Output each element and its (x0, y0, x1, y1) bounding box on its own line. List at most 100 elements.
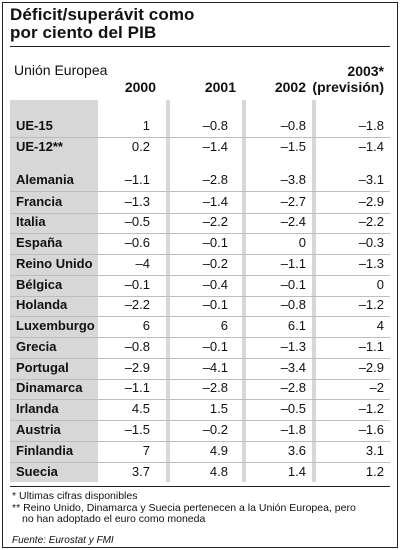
table-cell: 0 (298, 235, 306, 250)
table-cell: –0.3 (358, 235, 384, 250)
table-cell: –3.8 (280, 172, 306, 187)
table-cell: –0.4 (202, 277, 228, 292)
row-separator (10, 420, 390, 421)
table-cell: 3.1 (365, 443, 384, 458)
chart-title: Déficit/superávit como por ciento del PI… (10, 6, 195, 42)
table-cell: –1.8 (358, 118, 384, 133)
column-2002-bg (246, 100, 312, 482)
row-separator (10, 254, 390, 255)
row-separator (10, 441, 390, 442)
table-cell: 3.6 (287, 443, 306, 458)
table-cell: –0.8 (202, 118, 228, 133)
table-cell: –0.5 (124, 214, 150, 229)
table-cell: –0.1 (280, 277, 306, 292)
table-cell: –1.3 (280, 339, 306, 354)
table-cell: –0.2 (202, 422, 228, 437)
row-label: España (16, 235, 63, 250)
table-cell: 0.2 (131, 139, 150, 154)
row-separator (10, 296, 390, 297)
column-2000-bg (98, 100, 166, 482)
table-cell: –1.6 (358, 422, 384, 437)
table-cell: 6 (142, 318, 150, 333)
row-label: Austria (16, 422, 61, 437)
bottom-rule (10, 486, 390, 487)
table-cell: –1.4 (202, 194, 228, 209)
row-separator (10, 316, 390, 317)
row-label: Francia (16, 194, 63, 209)
table-cell: –1.8 (280, 422, 306, 437)
table-cell: –1.3 (124, 194, 150, 209)
row-label: Bélgica (16, 277, 63, 292)
table-cell: –3.4 (280, 360, 306, 375)
table-cell: –2.2 (202, 214, 228, 229)
column-2003-bg (316, 100, 390, 482)
table-cell: –0.1 (202, 297, 228, 312)
table-cell: –1.1 (280, 256, 306, 271)
table-cell: 1 (142, 118, 150, 133)
row-label: UE-12** (16, 139, 63, 154)
table-cell: –2.2 (124, 297, 150, 312)
table-cell: –1.5 (280, 139, 306, 154)
table-cell: –1.5 (124, 422, 150, 437)
table-cell: –4.1 (202, 360, 228, 375)
table-cell: 3.7 (131, 464, 150, 479)
table-cell: –4 (135, 256, 150, 271)
row-label: Alemania (16, 172, 74, 187)
data-table (10, 100, 390, 482)
row-separator (10, 462, 390, 463)
row-label: Italia (16, 214, 46, 229)
table-cell: –0.5 (280, 401, 306, 416)
table-cell: –2.9 (358, 360, 384, 375)
table-cell: –2.8 (202, 380, 228, 395)
table-cell: –1.1 (124, 380, 150, 395)
row-label: Luxemburgo (16, 318, 95, 333)
table-cell: 1.5 (209, 401, 228, 416)
table-cell: 6.1 (287, 318, 306, 333)
table-cell: 6 (220, 318, 228, 333)
header-prevision: (previsión) (312, 79, 384, 95)
table-cell: –1.1 (358, 339, 384, 354)
table-cell: –2.9 (358, 194, 384, 209)
table-cell: 1.4 (287, 464, 306, 479)
table-cell: –0.2 (202, 256, 228, 271)
row-separator (10, 137, 390, 138)
row-label: Reino Unido (16, 256, 93, 271)
row-separator (10, 358, 390, 359)
header-2003: 2003* (347, 63, 384, 79)
header-2002: 2002 (274, 79, 306, 95)
table-cell: 1.2 (365, 464, 384, 479)
row-label: Holanda (16, 297, 68, 312)
table-cell: –2.8 (202, 172, 228, 187)
table-cell: –0.8 (124, 339, 150, 354)
table-cell: –0.8 (280, 297, 306, 312)
table-cell: 7 (142, 443, 150, 458)
title-line-1: Déficit/superávit como (10, 5, 195, 24)
table-cell: –1.2 (358, 297, 384, 312)
row-separator (10, 233, 390, 234)
table-cell: –0.1 (202, 339, 228, 354)
table-cell: –1.1 (124, 172, 150, 187)
header-2001: 2001 (204, 79, 236, 95)
table-cell: –2.9 (124, 360, 150, 375)
table-cell: 4.9 (209, 443, 228, 458)
row-label: Finlandia (16, 443, 74, 458)
top-rule (10, 46, 390, 47)
row-separator (10, 275, 390, 276)
table-cell: –1.4 (202, 139, 228, 154)
table-cell: –1.4 (358, 139, 384, 154)
row-label: Grecia (16, 339, 57, 354)
table-cell: 0 (376, 277, 384, 292)
table-cell: –2.4 (280, 214, 306, 229)
subtitle: Unión Europea (14, 62, 108, 78)
table-cell: 4.5 (131, 401, 150, 416)
table-cell: –0.6 (124, 235, 150, 250)
title-line-2: por ciento del PIB (10, 23, 157, 42)
row-separator (10, 337, 390, 338)
table-cell: –1.2 (358, 401, 384, 416)
row-separator (10, 379, 390, 380)
table-cell: –2 (369, 380, 384, 395)
table-cell: –2.7 (280, 194, 306, 209)
table-cell: 4 (376, 318, 384, 333)
table-cell: –1.3 (358, 256, 384, 271)
